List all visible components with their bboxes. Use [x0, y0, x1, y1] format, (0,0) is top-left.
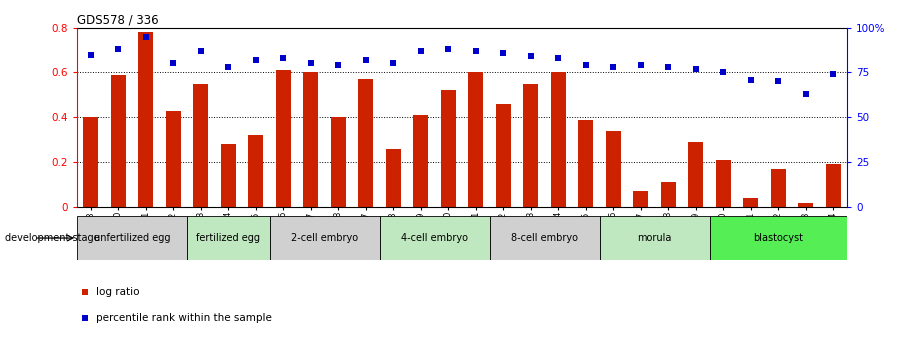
Point: [139, 34, 153, 39]
Bar: [77, 216, 187, 260]
Text: GDS578 / 336: GDS578 / 336: [77, 13, 159, 27]
Point: [248, 57, 263, 63]
Point: [413, 48, 428, 54]
Bar: [166, 110, 181, 207]
Point: [771, 79, 786, 84]
Point: [386, 61, 400, 66]
Point: [744, 77, 758, 82]
Text: fertilized egg: fertilized egg: [197, 233, 260, 243]
Bar: [660, 182, 676, 207]
Text: 4-cell embryo: 4-cell embryo: [401, 233, 468, 243]
Point: [111, 46, 126, 52]
Bar: [825, 164, 841, 207]
Point: [304, 61, 318, 66]
Bar: [709, 216, 847, 260]
Bar: [468, 72, 484, 207]
Bar: [275, 70, 291, 207]
Text: morula: morula: [638, 233, 671, 243]
Point: [78, 290, 92, 295]
Bar: [689, 142, 703, 207]
Bar: [489, 216, 600, 260]
Point: [606, 64, 621, 70]
Bar: [496, 104, 511, 207]
Point: [83, 52, 98, 57]
Text: log ratio: log ratio: [96, 287, 140, 297]
Bar: [331, 117, 346, 207]
Point: [524, 53, 538, 59]
Point: [331, 62, 345, 68]
Bar: [633, 191, 649, 207]
Text: 8-cell embryo: 8-cell embryo: [511, 233, 578, 243]
Point: [496, 50, 511, 56]
Bar: [193, 83, 208, 207]
Point: [826, 71, 841, 77]
Bar: [413, 115, 429, 207]
Point: [551, 55, 565, 61]
Bar: [304, 72, 318, 207]
Bar: [248, 135, 264, 207]
Point: [78, 315, 92, 321]
Bar: [798, 203, 814, 207]
Point: [716, 70, 730, 75]
Point: [194, 48, 208, 54]
Bar: [524, 83, 538, 207]
Bar: [187, 216, 270, 260]
Point: [798, 91, 813, 97]
Bar: [358, 79, 373, 207]
Point: [276, 55, 291, 61]
Text: percentile rank within the sample: percentile rank within the sample: [96, 313, 272, 323]
Bar: [743, 198, 758, 207]
Text: blastocyst: blastocyst: [754, 233, 804, 243]
Point: [579, 62, 593, 68]
Bar: [270, 216, 380, 260]
Bar: [83, 117, 99, 207]
Text: 2-cell embryo: 2-cell embryo: [291, 233, 358, 243]
Bar: [440, 90, 456, 207]
Point: [468, 48, 483, 54]
Point: [633, 62, 648, 68]
Bar: [578, 119, 593, 207]
Bar: [221, 144, 236, 207]
Point: [661, 64, 676, 70]
Point: [221, 64, 236, 70]
Bar: [386, 149, 400, 207]
Bar: [551, 72, 566, 207]
Bar: [600, 216, 709, 260]
Point: [441, 46, 456, 52]
Text: development stage: development stage: [5, 233, 99, 243]
Bar: [111, 75, 126, 207]
Bar: [139, 32, 153, 207]
Text: unfertilized egg: unfertilized egg: [93, 233, 170, 243]
Point: [166, 61, 180, 66]
Bar: [380, 216, 489, 260]
Bar: [606, 131, 621, 207]
Point: [359, 57, 373, 63]
Bar: [716, 160, 731, 207]
Bar: [771, 169, 786, 207]
Point: [689, 66, 703, 72]
